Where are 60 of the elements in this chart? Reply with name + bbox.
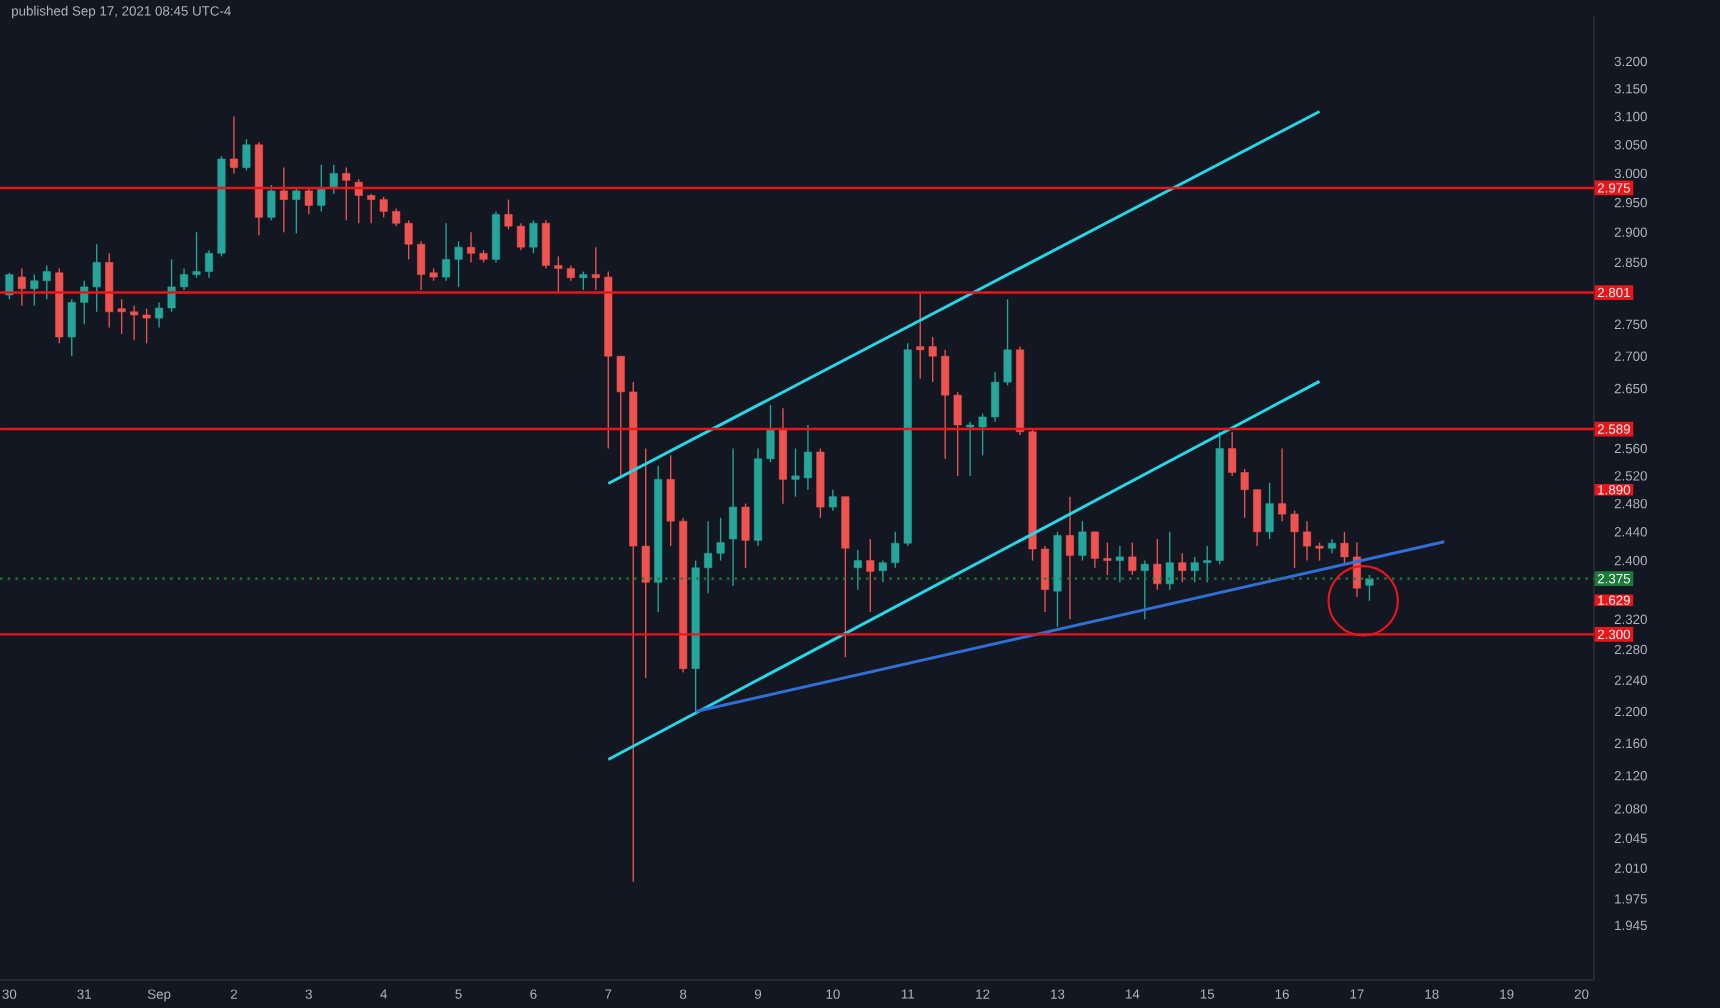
candlestick: [329, 164, 338, 195]
candlestick: [1190, 556, 1199, 583]
candlestick: [1078, 520, 1087, 562]
candlestick: [1178, 552, 1187, 583]
candlestick: [803, 424, 812, 491]
candlestick: [167, 258, 176, 313]
candlestick: [866, 538, 875, 613]
candlestick: [878, 559, 887, 583]
candlestick: [442, 222, 451, 282]
candlestick: [1365, 574, 1374, 602]
candlestick: [666, 454, 675, 547]
candlestick: [529, 219, 538, 254]
candlestick: [828, 488, 837, 512]
candlestick: [354, 178, 363, 224]
candlestick: [467, 231, 476, 264]
candlestick: [1090, 531, 1099, 569]
candlestick: [516, 222, 525, 251]
candlestick: [791, 447, 800, 498]
candlestick: [1165, 531, 1174, 591]
candlestick: [1065, 496, 1074, 620]
candlestick: [1103, 541, 1112, 576]
candlestick: [704, 520, 713, 595]
candlestick: [192, 231, 201, 279]
candlestick: [180, 267, 189, 291]
candlestick: [1153, 538, 1162, 591]
candlestick: [67, 298, 76, 357]
candlestick: [292, 187, 301, 235]
candlestick: [155, 301, 164, 329]
candlestick: [242, 138, 251, 172]
candlestick: [853, 549, 862, 591]
candlestick: [1290, 509, 1299, 569]
candlestick: [1040, 545, 1050, 613]
candlestick: [579, 270, 588, 291]
candlestick: [591, 246, 600, 291]
candlestick: [1253, 488, 1262, 547]
candlestick: [454, 240, 463, 288]
candlestick: [229, 115, 238, 175]
candlestick: [766, 404, 775, 463]
candlestick: [1003, 298, 1012, 387]
candlestick: [1278, 447, 1287, 522]
candlestick: [741, 502, 750, 569]
candlestick: [541, 219, 550, 270]
candlestick: [991, 371, 1000, 423]
candlestick: [304, 187, 313, 216]
candlestick: [204, 249, 214, 279]
candlestick: [1265, 482, 1274, 540]
candlestick: [267, 184, 276, 221]
candlestick: [279, 166, 288, 233]
candlestick: [1140, 559, 1149, 620]
candlestick: [1128, 541, 1137, 576]
candlestick: [1340, 531, 1349, 565]
candlestick: [491, 210, 500, 264]
candlestick: [17, 267, 26, 307]
candlestick: [1115, 545, 1124, 583]
candlestick: [504, 198, 513, 230]
candlestick: [342, 166, 351, 221]
candlestick: [716, 517, 725, 562]
candlestick: [1303, 520, 1312, 562]
candlestick: [317, 164, 326, 213]
candlestick: [729, 447, 738, 587]
